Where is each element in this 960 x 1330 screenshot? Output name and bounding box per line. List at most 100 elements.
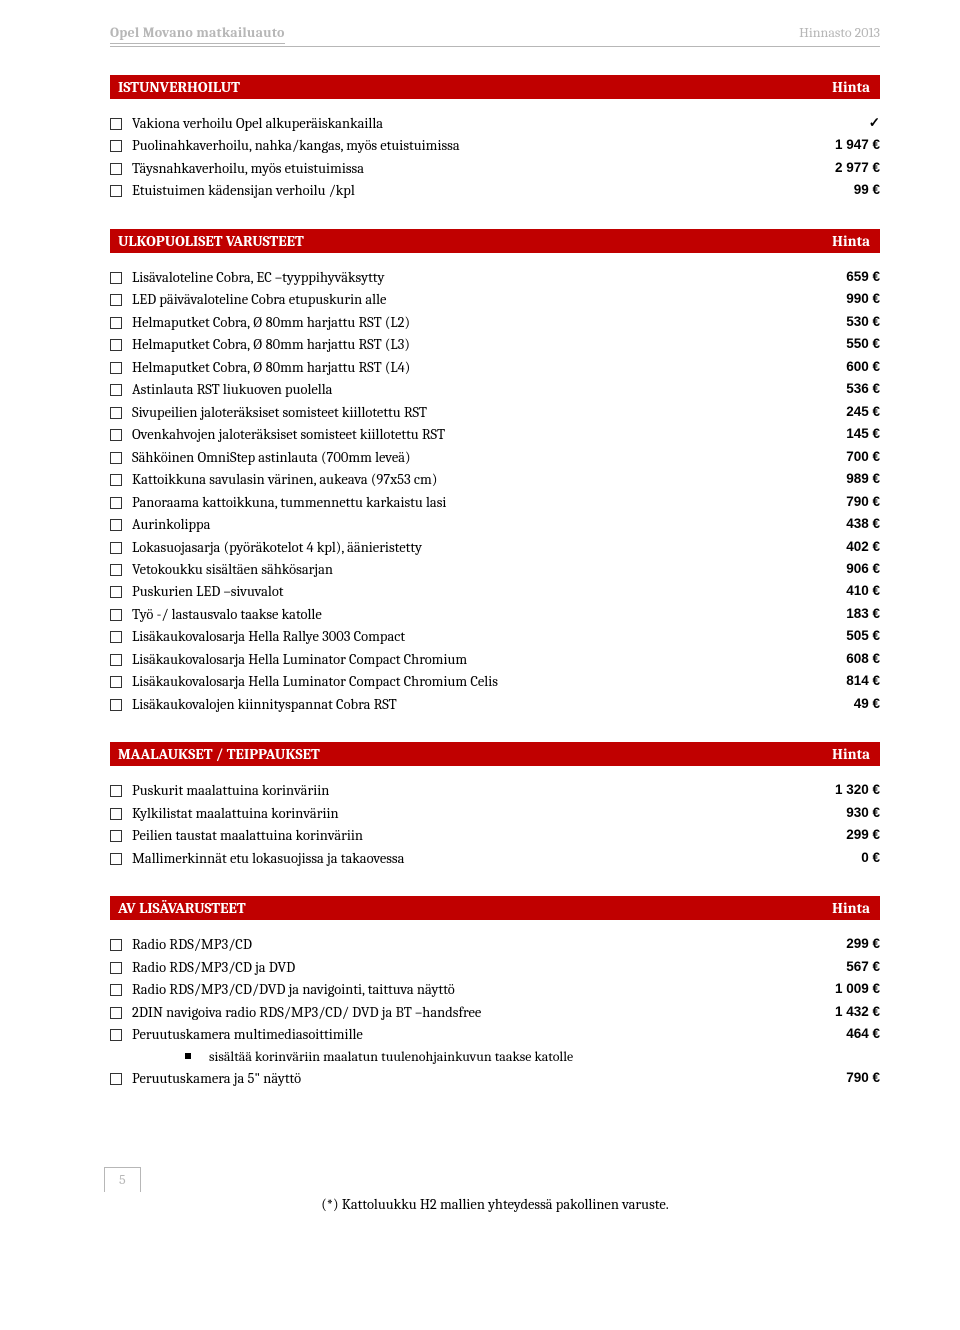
checkbox-icon[interactable]	[110, 542, 122, 554]
item-label: Puskurit maalattuina korinväriin	[132, 780, 810, 802]
list-item: 2DIN navigoiva radio RDS/MP3/CD/ DVD ja …	[110, 1002, 880, 1024]
checkbox-icon[interactable]	[110, 452, 122, 464]
item-price: 145 €	[810, 424, 880, 445]
item-price: 99 €	[810, 180, 880, 201]
checkbox-icon[interactable]	[110, 853, 122, 865]
checkbox-icon[interactable]	[110, 564, 122, 576]
section-gap	[110, 203, 880, 219]
item-price: 530 €	[810, 312, 880, 333]
item-price: 608 €	[810, 649, 880, 670]
checkbox-icon[interactable]	[110, 699, 122, 711]
item-label: Helmaputket Cobra, Ø 80mm harjattu RST (…	[132, 334, 810, 356]
item-label: Mallimerkinnät etu lokasuojissa ja takao…	[132, 848, 810, 870]
section-price-label: Hinta	[832, 232, 870, 250]
checkbox-icon[interactable]	[110, 654, 122, 666]
checkbox-icon[interactable]	[110, 808, 122, 820]
list-item: Kattoikkuna savulasin värinen, aukeava (…	[110, 469, 880, 491]
section-title: AV LISÄVARUSTEET	[118, 899, 832, 917]
checkbox-icon[interactable]	[110, 163, 122, 175]
checkbox-icon[interactable]	[110, 140, 122, 152]
checkbox-icon[interactable]	[110, 362, 122, 374]
doc-header-title: Opel Movano matkailuauto	[110, 24, 285, 41]
checkbox-icon[interactable]	[110, 497, 122, 509]
checkbox-icon[interactable]	[110, 939, 122, 951]
page-number: 5	[119, 1171, 126, 1188]
checkbox-icon[interactable]	[110, 519, 122, 531]
item-label: Peruutuskamera multimediasoittimille	[132, 1024, 810, 1046]
checkbox-icon[interactable]	[110, 962, 122, 974]
section-header: MAALAUKSET / TEIPPAUKSETHinta	[110, 742, 880, 766]
item-price: 410 €	[810, 581, 880, 602]
checkbox-icon[interactable]	[110, 609, 122, 621]
list-item: Vetokoukku sisältäen sähkösarjan906 €	[110, 559, 880, 581]
item-price: 536 €	[810, 379, 880, 400]
item-label: Lokasuojasarja (pyöräkotelot 4 kpl), ään…	[132, 537, 810, 559]
item-price: 402 €	[810, 537, 880, 558]
checkbox-icon[interactable]	[110, 339, 122, 351]
item-price: 790 €	[810, 492, 880, 513]
checkbox-icon[interactable]	[110, 429, 122, 441]
item-price: 2 977 €	[810, 158, 880, 179]
doc-header: Opel Movano matkailuauto Hinnasto 2013	[110, 24, 880, 41]
list-item: Puskurien LED –sivuvalot410 €	[110, 581, 880, 603]
checkbox-icon[interactable]	[110, 1029, 122, 1041]
item-price: 438 €	[810, 514, 880, 535]
checkbox-icon[interactable]	[110, 984, 122, 996]
item-price: 550 €	[810, 334, 880, 355]
item-price: 1 009 €	[810, 979, 880, 1000]
checkbox-icon[interactable]	[110, 272, 122, 284]
header-underline-long	[110, 46, 880, 47]
checkbox-icon[interactable]	[110, 118, 122, 130]
list-item: Kylkilistat maalattuina korinväriin930 €	[110, 803, 880, 825]
checkbox-icon[interactable]	[110, 586, 122, 598]
list-item: Puskurit maalattuina korinväriin1 320 €	[110, 780, 880, 802]
item-label: Etuistuimen kädensijan verhoilu /kpl	[132, 180, 810, 202]
item-label: Radio RDS/MP3/CD	[132, 934, 810, 956]
item-label: Kattoikkuna savulasin värinen, aukeava (…	[132, 469, 810, 491]
checkbox-icon[interactable]	[110, 1007, 122, 1019]
item-price: 790 €	[810, 1068, 880, 1089]
section-gap	[110, 716, 880, 732]
checkbox-icon[interactable]	[110, 474, 122, 486]
footer-note: (*) Kattoluukku H2 mallien yhteydessä pa…	[110, 1196, 880, 1213]
item-label: Peilien taustat maalattuina korinväriin	[132, 825, 810, 847]
list-item: Astinlauta RST liukuoven puolella536 €	[110, 379, 880, 401]
item-label: Panoraama kattoikkuna, tummennettu karka…	[132, 492, 810, 514]
item-price: 1 320 €	[810, 780, 880, 801]
item-label: 2DIN navigoiva radio RDS/MP3/CD/ DVD ja …	[132, 1002, 810, 1024]
checkbox-icon[interactable]	[110, 631, 122, 643]
checkbox-icon[interactable]	[110, 1073, 122, 1085]
list-item: Radio RDS/MP3/CD/DVD ja navigointi, tait…	[110, 979, 880, 1001]
item-price: 1 432 €	[810, 1002, 880, 1023]
item-label: Vakiona verhoilu Opel alkuperäiskankaill…	[132, 113, 810, 135]
checkbox-icon[interactable]	[110, 785, 122, 797]
section-price-label: Hinta	[832, 78, 870, 96]
item-price: 49 €	[810, 694, 880, 715]
item-price: 299 €	[810, 825, 880, 846]
item-price: 700 €	[810, 447, 880, 468]
checkbox-icon[interactable]	[110, 317, 122, 329]
item-price: 906 €	[810, 559, 880, 580]
checkbox-icon[interactable]	[110, 676, 122, 688]
page-number-box: 5	[104, 1167, 141, 1192]
checkbox-icon[interactable]	[110, 384, 122, 396]
checkbox-icon[interactable]	[110, 407, 122, 419]
item-price: 0 €	[810, 848, 880, 869]
section-title: MAALAUKSET / TEIPPAUKSET	[118, 745, 832, 763]
item-label: Puskurien LED –sivuvalot	[132, 581, 810, 603]
list-item: Lokasuojasarja (pyöräkotelot 4 kpl), ään…	[110, 537, 880, 559]
checkbox-icon[interactable]	[110, 185, 122, 197]
section-header: ULKOPUOLISET VARUSTEETHinta	[110, 229, 880, 253]
checkbox-icon[interactable]	[110, 294, 122, 306]
item-price: 464 €	[810, 1024, 880, 1045]
item-label: Puolinahkaverhoilu, nahka/kangas, myös e…	[132, 135, 810, 157]
list-item: Lisäkaukovalojen kiinnityspannat Cobra R…	[110, 694, 880, 716]
item-label: Radio RDS/MP3/CD ja DVD	[132, 957, 810, 979]
list-item: Etuistuimen kädensijan verhoilu /kpl99 €	[110, 180, 880, 202]
item-label: Lisäkaukovalosarja Hella Luminator Compa…	[132, 649, 810, 671]
list-item: Helmaputket Cobra, Ø 80mm harjattu RST (…	[110, 357, 880, 379]
check-icon: ✓	[810, 113, 880, 134]
checkbox-icon[interactable]	[110, 830, 122, 842]
section-title: ULKOPUOLISET VARUSTEET	[118, 232, 832, 250]
item-price: 989 €	[810, 469, 880, 490]
